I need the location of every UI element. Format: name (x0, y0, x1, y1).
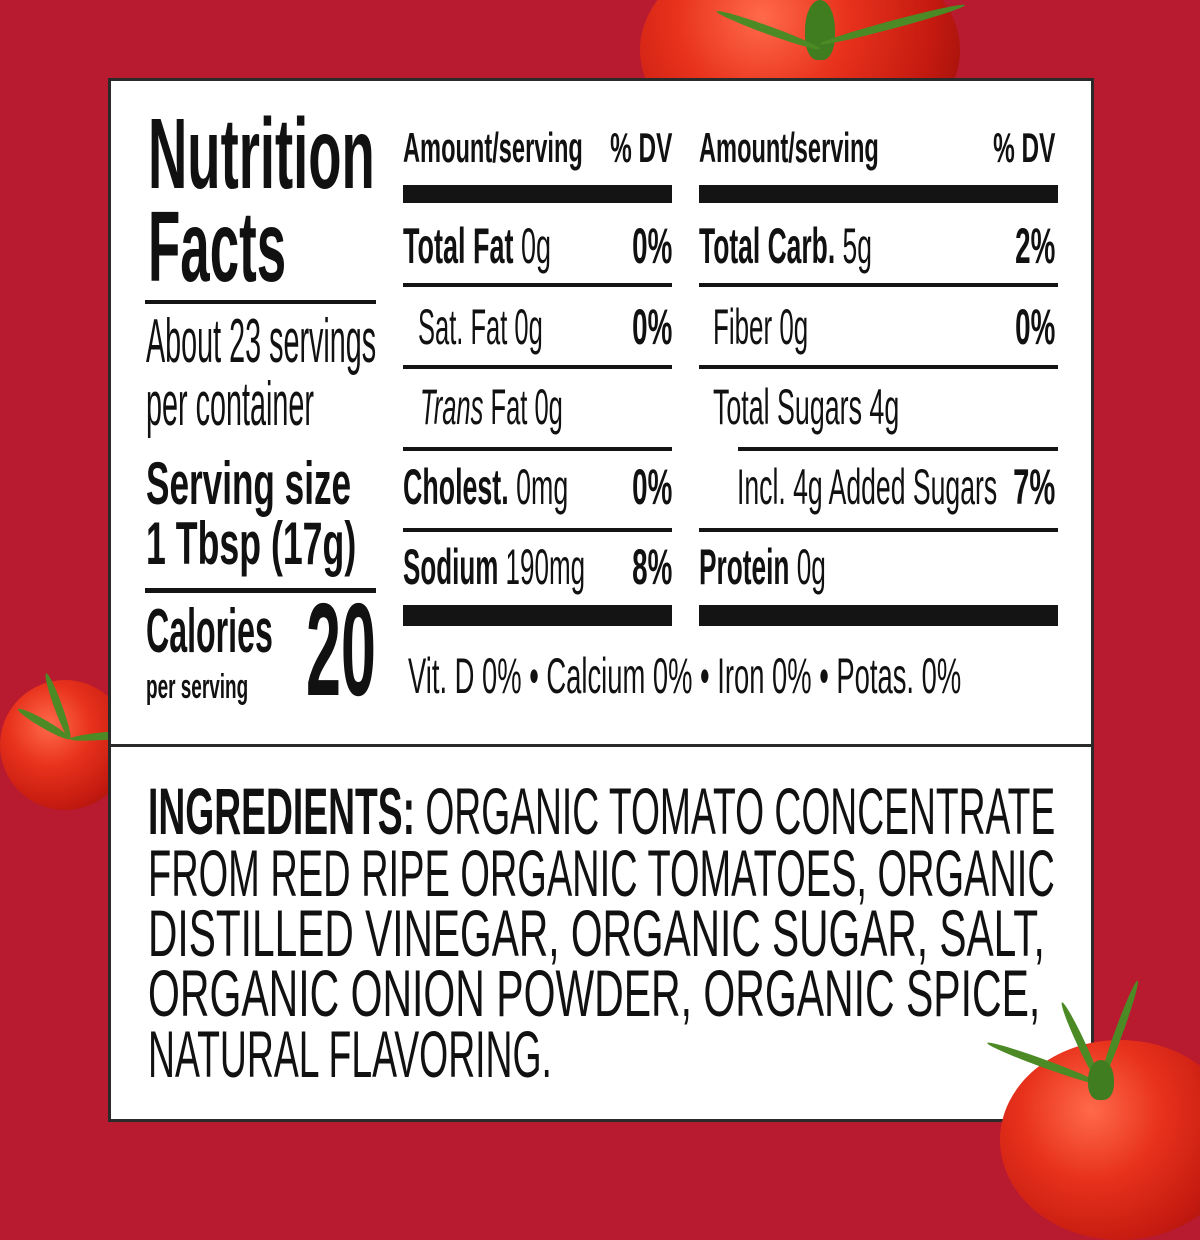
servings-per-container-2: per container (146, 370, 314, 439)
section-divider (108, 744, 1094, 747)
dv-added-sugars: 7% (1012, 459, 1055, 515)
thick-bar (699, 185, 1058, 203)
row-cholesterol: Cholest. 0mg (403, 462, 568, 512)
nutrient-amount: 190mg (505, 539, 586, 595)
nutrient-name: Sodium (403, 539, 499, 595)
nutrient-name: Total Fat (403, 218, 514, 274)
nutrient-name: Sat. Fat (418, 299, 508, 355)
nutrient-amount: Fat 0g (490, 379, 563, 435)
nutrient-amount: 0g (514, 299, 543, 355)
row-total-fat: Total Fat 0g (403, 221, 551, 271)
row-total-sugars: Total Sugars 4g (713, 379, 900, 435)
ingredients-line-5: NATURAL FLAVORING. (148, 1017, 552, 1091)
row-divider (699, 283, 1058, 287)
title-nutrition: Nutrition (148, 98, 375, 210)
title-facts: Facts (148, 191, 287, 303)
nutrient-amount: 0g (521, 218, 552, 274)
row-divider (699, 528, 1058, 532)
dv-sodium: 8% (631, 539, 672, 595)
nutrient-name: Protein (699, 539, 790, 595)
thick-bar (699, 605, 1058, 626)
nutrient-name: Trans (420, 379, 484, 435)
right-header-amount: Amount/serving (699, 124, 879, 171)
nutrient-amount: 5g (842, 218, 872, 274)
calories-sub: per serving (146, 668, 249, 706)
divider (145, 300, 376, 304)
ingredients-heading: INGREDIENTS: (148, 774, 415, 848)
row-protein: Protein 0g (699, 542, 826, 592)
row-divider (699, 365, 1058, 369)
left-header-dv: % DV (609, 124, 672, 171)
row-sat-fat: Sat. Fat 0g (418, 302, 543, 352)
nutrient-name: Cholest. (403, 459, 509, 515)
ingredients-line-1: INGREDIENTS: ORGANIC TOMATO CONCENTRATE (148, 778, 1055, 844)
thick-bar (403, 605, 672, 626)
ingredients-line-2: FROM RED RIPE ORGANIC TOMATOES, ORGANIC (148, 836, 1055, 910)
row-fiber: Fiber 0g (713, 299, 809, 355)
row-total-carb: Total Carb. 5g (699, 221, 872, 271)
serving-size-value: 1 Tbsp (17g) (146, 510, 357, 577)
dv-total-carb: 2% (1014, 218, 1055, 274)
dv-fiber: 0% (1014, 299, 1055, 355)
tomato-top-stem-icon (805, 0, 835, 60)
row-added-sugars: Incl. 4g Added Sugars (737, 459, 998, 515)
dv-sat-fat: 0% (631, 299, 672, 355)
dv-cholesterol: 0% (631, 459, 672, 515)
row-trans-fat: Trans Fat 0g (420, 382, 563, 432)
calories-value: 20 (306, 576, 376, 723)
ingredients-line-3: DISTILLED VINEGAR, ORGANIC SUGAR, SALT, (148, 896, 1045, 970)
serving-size-label: Serving size (146, 450, 352, 517)
row-sodium: Sodium 190mg (403, 542, 585, 592)
row-divider (403, 447, 672, 451)
row-divider (738, 447, 1058, 451)
nutrition-panel (108, 78, 1094, 1122)
tomato-stem-icon (1088, 1060, 1114, 1100)
row-divider (403, 283, 672, 287)
ingredients-text: ORGANIC TOMATO CONCENTRATE (414, 774, 1056, 848)
row-divider (403, 365, 672, 369)
dv-total-fat: 0% (631, 218, 672, 274)
nutrient-amount: 0mg (516, 459, 569, 515)
nutrient-name: Total Carb. (699, 218, 836, 274)
calories-label: Calories (146, 597, 273, 666)
left-header-amount: Amount/serving (403, 124, 583, 171)
thick-bar (403, 185, 672, 203)
servings-per-container: About 23 servings (146, 307, 377, 376)
vitamins-minerals: Vit. D 0% • Calcium 0% • Iron 0% • Potas… (408, 648, 962, 704)
ingredients-line-4: ORGANIC ONION POWDER, ORGANIC SPICE, (148, 956, 1041, 1030)
nutrient-amount: 0g (796, 539, 826, 595)
divider (145, 588, 376, 593)
row-divider (403, 528, 672, 532)
right-header-dv: % DV (992, 124, 1055, 171)
